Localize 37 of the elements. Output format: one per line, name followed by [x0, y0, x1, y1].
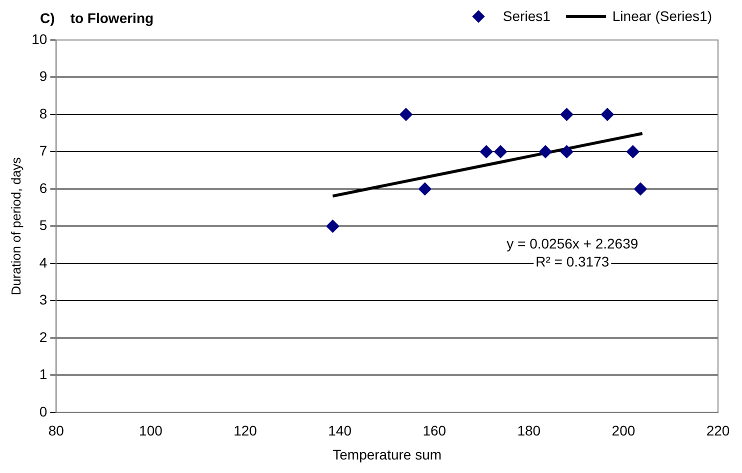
y-axis-title: Duration of period, days: [8, 156, 24, 296]
y-tick-label: 6: [39, 180, 48, 196]
x-tick-label: 180: [517, 422, 541, 439]
point: [326, 220, 340, 233]
point: [560, 145, 574, 158]
x-tick-label: 120: [234, 422, 258, 439]
point: [418, 182, 432, 196]
y-tick-label: 10: [32, 30, 48, 47]
x-tick-label: 220: [706, 422, 730, 439]
x-tick-label: 160: [422, 422, 446, 439]
chart-title: C) to Flowering: [40, 10, 154, 26]
point: [634, 182, 647, 196]
y-tick-label: 3: [39, 292, 48, 308]
y-tick-label: 2: [39, 328, 48, 345]
x-tick-label: 200: [612, 422, 636, 439]
legend-label: Series1: [502, 8, 550, 24]
point: [538, 145, 552, 158]
y-tick-label: 7: [39, 142, 48, 159]
annotation: y = 0.0256x + 2.2639: [506, 236, 638, 252]
x-tick-label: 100: [139, 422, 163, 439]
y-tick-label: 8: [39, 105, 48, 122]
point: [626, 145, 640, 158]
annotation: R² = 0.3173: [536, 254, 610, 270]
y-tick-label: 9: [39, 68, 48, 84]
y-tick-label: 4: [39, 254, 48, 270]
legend-label: Linear (Series1): [612, 8, 712, 24]
y-tick-label: 5: [39, 217, 48, 234]
point: [600, 108, 614, 121]
point: [480, 145, 493, 158]
point: [399, 108, 412, 121]
point: [560, 108, 574, 121]
x-axis-title: Temperature sum: [332, 446, 442, 462]
y-tick-label: 1: [39, 366, 48, 382]
x-tick-label: 80: [48, 422, 64, 439]
x-tick-label: 140: [328, 422, 352, 439]
point: [494, 145, 508, 158]
y-tick-label: 0: [39, 403, 48, 420]
